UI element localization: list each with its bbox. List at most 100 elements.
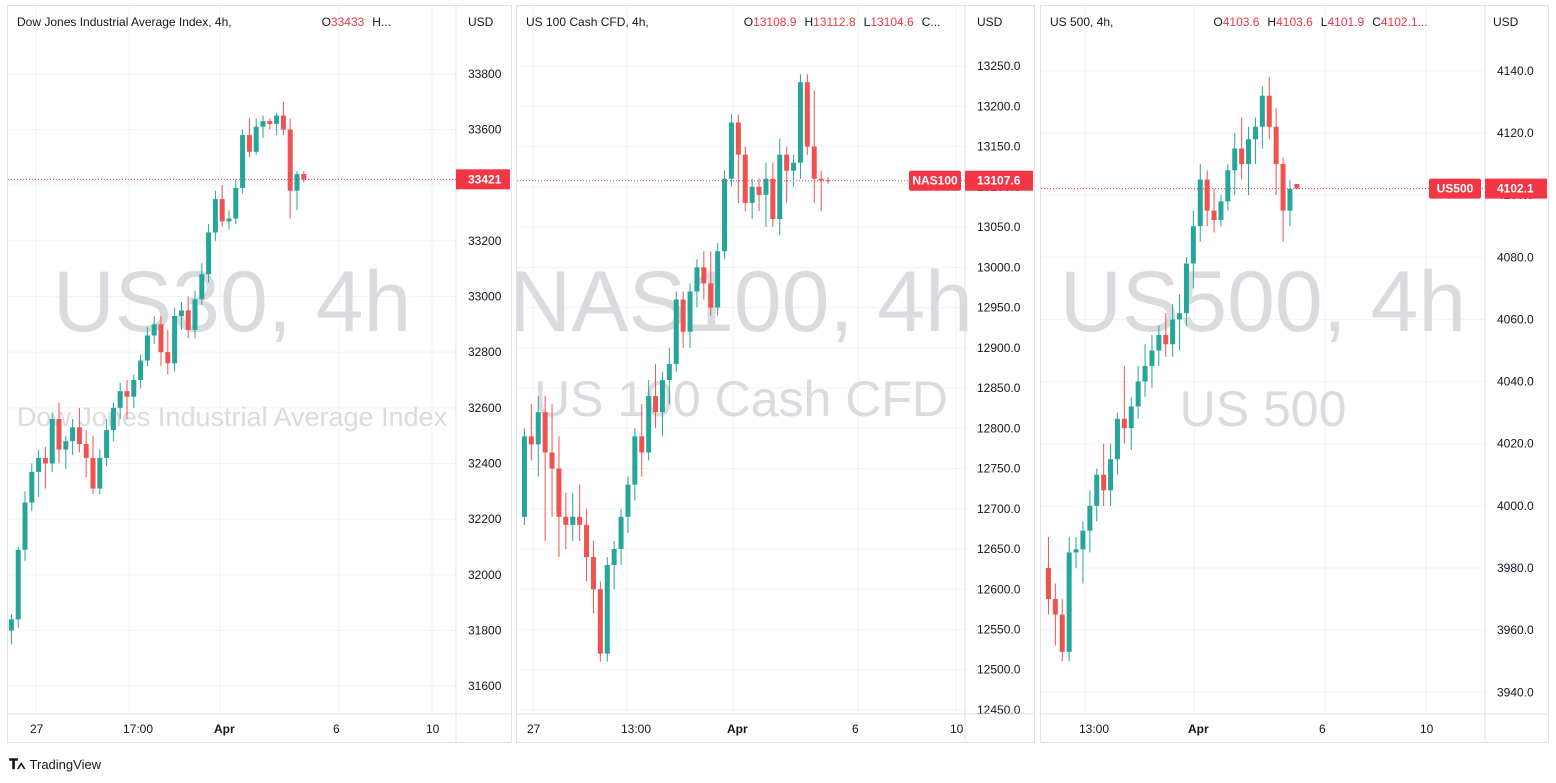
candle-body[interactable] xyxy=(97,457,103,489)
candle-body[interactable] xyxy=(8,619,14,631)
candle-body[interactable] xyxy=(1128,406,1134,429)
candle-body[interactable] xyxy=(784,154,790,171)
candle-body[interactable] xyxy=(590,557,596,590)
candle-body[interactable] xyxy=(1163,334,1169,345)
candle-body[interactable] xyxy=(715,251,721,308)
candle-body[interactable] xyxy=(521,436,527,517)
chart-svg-us500[interactable]: 4140.04120.04100.04080.04060.04040.04020… xyxy=(1041,6,1549,743)
candle-body[interactable] xyxy=(294,174,300,191)
candle-body[interactable] xyxy=(267,121,273,124)
candle-body[interactable] xyxy=(618,516,624,550)
candle-body[interactable] xyxy=(1218,201,1224,220)
candle-body[interactable] xyxy=(1280,164,1286,211)
candle-body[interactable] xyxy=(680,299,686,332)
candle-body[interactable] xyxy=(1101,474,1107,491)
candle-body[interactable] xyxy=(70,427,76,442)
candle-body[interactable] xyxy=(701,267,707,284)
candle-body[interactable] xyxy=(206,232,212,275)
candle-body[interactable] xyxy=(240,135,246,188)
candle-body[interactable] xyxy=(1094,474,1100,506)
candle-body[interactable] xyxy=(542,412,548,453)
candle-body[interactable] xyxy=(1142,366,1148,382)
candle-body[interactable] xyxy=(632,436,638,485)
candle-body[interactable] xyxy=(577,516,583,525)
candle-body[interactable] xyxy=(549,452,555,469)
candle-body[interactable] xyxy=(1273,126,1279,165)
candle-body[interactable] xyxy=(151,324,157,336)
candle-body[interactable] xyxy=(144,335,150,361)
candle-body[interactable] xyxy=(104,430,110,458)
candle-body[interactable] xyxy=(287,129,293,191)
candle-body[interactable] xyxy=(742,154,748,203)
candle-body[interactable] xyxy=(1204,179,1210,211)
candle-body[interactable] xyxy=(1266,95,1272,127)
candle-body[interactable] xyxy=(646,396,652,453)
candle-body[interactable] xyxy=(673,299,679,364)
candle-body[interactable] xyxy=(199,274,205,300)
candle-body[interactable] xyxy=(29,471,35,503)
candle-body[interactable] xyxy=(56,418,62,450)
candle-body[interactable] xyxy=(639,436,645,453)
candle-body[interactable] xyxy=(694,267,700,292)
candle-body[interactable] xyxy=(124,391,130,397)
candle-body[interactable] xyxy=(1108,459,1114,491)
chart-panel-us500[interactable]: US 500, 4h, O4103.6 H4103.6 L4101.9 C4102.1… xyxy=(1040,5,1549,743)
candle-body[interactable] xyxy=(301,174,307,180)
candle-body[interactable] xyxy=(728,122,734,179)
candle-body[interactable] xyxy=(36,457,42,472)
candle-body[interactable] xyxy=(1045,567,1051,600)
candle-body[interactable] xyxy=(797,82,803,163)
candle-body[interactable] xyxy=(735,122,741,155)
candle-body[interactable] xyxy=(1259,95,1265,127)
candle-body[interactable] xyxy=(90,457,96,489)
candle-body[interactable] xyxy=(818,178,824,181)
candle-body[interactable] xyxy=(49,418,55,464)
candle-body[interactable] xyxy=(653,396,659,413)
candle-body[interactable] xyxy=(192,299,198,330)
candle-body[interactable] xyxy=(1287,188,1293,211)
candle-body[interactable] xyxy=(1177,313,1183,320)
candle-body[interactable] xyxy=(117,391,123,408)
candle-body[interactable] xyxy=(1121,418,1127,429)
candle-body[interactable] xyxy=(1294,183,1300,189)
candle-body[interactable] xyxy=(763,178,769,195)
candle-body[interactable] xyxy=(63,441,69,450)
candle-body[interactable] xyxy=(1156,334,1162,351)
tradingview-branding[interactable]: 𝐓∧ TradingView xyxy=(9,756,101,773)
candle-body[interactable] xyxy=(226,218,232,222)
candle-body[interactable] xyxy=(22,502,28,550)
candle-body[interactable] xyxy=(749,186,755,203)
candle-body[interactable] xyxy=(535,412,541,445)
candle-body[interactable] xyxy=(1073,549,1079,553)
candle-body[interactable] xyxy=(274,115,280,124)
candle-body[interactable] xyxy=(528,436,534,445)
candle-body[interactable] xyxy=(42,457,48,464)
chart-panel-nas100[interactable]: US 100 Cash CFD, 4h, O13108.9 H13112.8 L13… xyxy=(516,5,1035,743)
candle-body[interactable] xyxy=(659,380,665,413)
candle-body[interactable] xyxy=(604,565,610,654)
candle-body[interactable] xyxy=(804,82,810,147)
candle-body[interactable] xyxy=(825,180,831,182)
candle-body[interactable] xyxy=(722,178,728,252)
candle-body[interactable] xyxy=(1066,552,1072,652)
candle-body[interactable] xyxy=(131,380,137,397)
candle-body[interactable] xyxy=(1183,263,1189,314)
candle-body[interactable] xyxy=(246,135,252,152)
candle-body[interactable] xyxy=(165,352,171,364)
candle-body[interactable] xyxy=(280,115,286,130)
candle-body[interactable] xyxy=(212,199,218,233)
candle-body[interactable] xyxy=(1190,226,1196,264)
candle-body[interactable] xyxy=(1170,319,1176,345)
candle-body[interactable] xyxy=(1225,170,1231,202)
candle-body[interactable] xyxy=(110,407,116,431)
candle-body[interactable] xyxy=(1149,350,1155,367)
chart-panel-us30[interactable]: Dow Jones Industrial Average Index, 4h, … xyxy=(7,5,512,743)
candle-body[interactable] xyxy=(1211,210,1217,220)
candle-body[interactable] xyxy=(1059,614,1065,652)
candle-body[interactable] xyxy=(756,186,762,195)
candle-body[interactable] xyxy=(178,310,184,316)
candle-body[interactable] xyxy=(1087,505,1093,531)
candle-body[interactable] xyxy=(83,444,89,458)
candle-body[interactable] xyxy=(708,283,714,308)
candle-body[interactable] xyxy=(1246,139,1252,165)
